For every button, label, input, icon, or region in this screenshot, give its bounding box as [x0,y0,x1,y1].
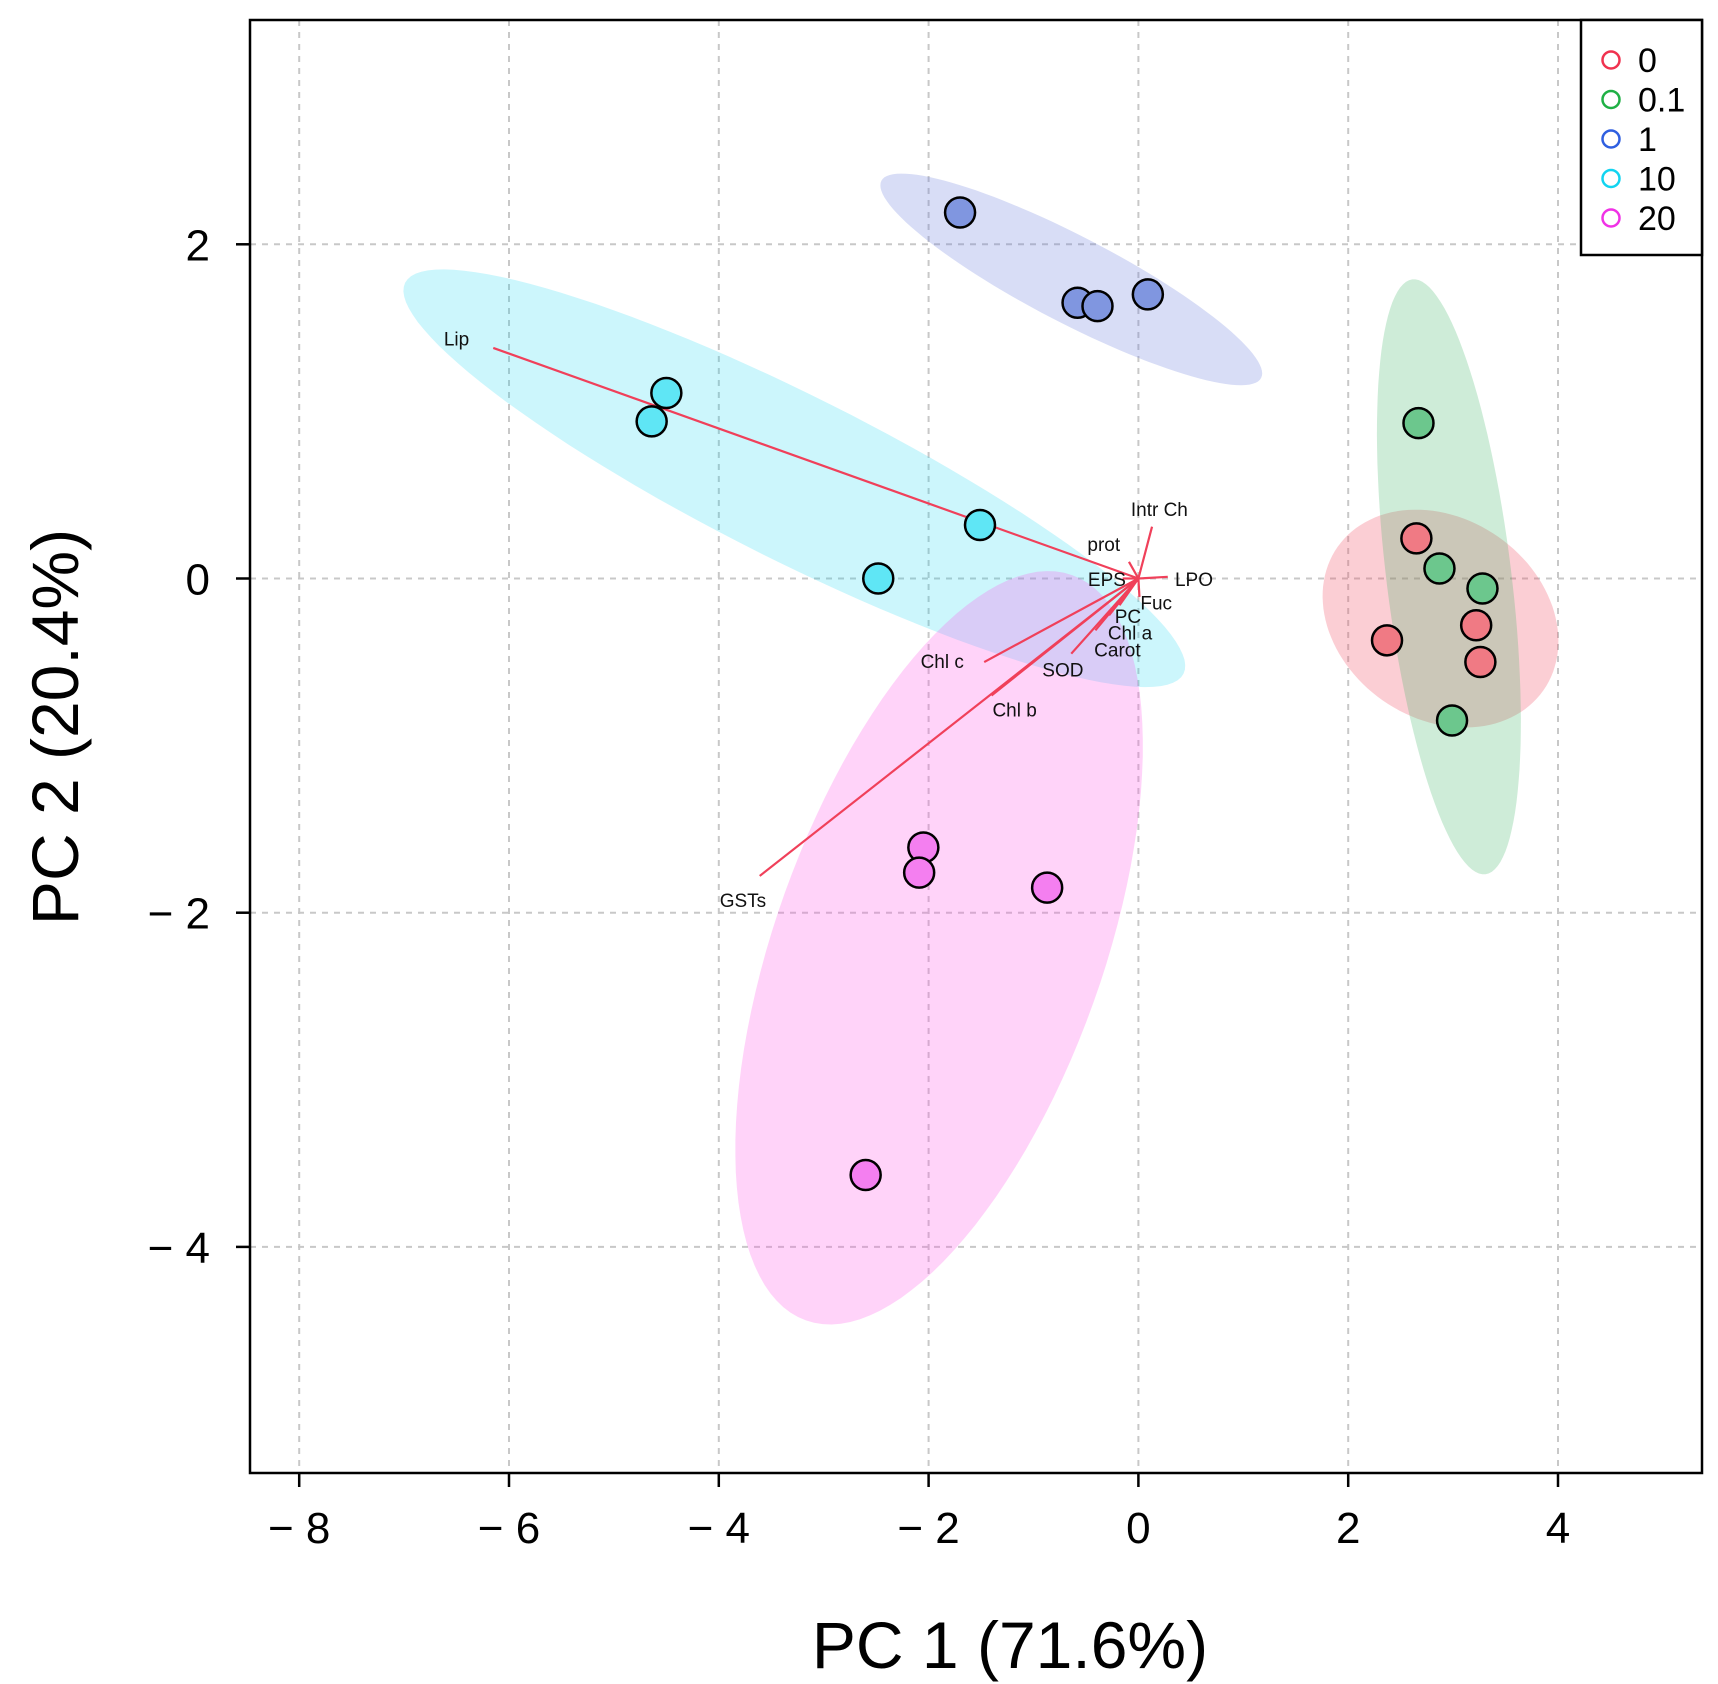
data-point-group-1 [1131,278,1165,311]
loading-arrow-lip [492,346,1139,580]
y-axis-ticks: − 4 − 2 0 2 [148,221,250,1273]
ellipse-group-1 [880,173,1263,386]
loading-label: GSTs [720,891,766,912]
loading-label: SOD [1042,660,1083,681]
data-point-group-0-1 [1423,552,1456,585]
data-point-group-0-1 [1402,406,1435,440]
legend-marker [1601,168,1621,189]
data-point-group-0-1 [1466,572,1499,605]
x-tick-label: 4 [1546,1504,1570,1553]
legend-label: 20 [1638,200,1676,238]
legend-label: 0 [1638,42,1657,80]
loading-label: PC [1115,607,1141,628]
loading-arrow-intr-ch [1137,526,1154,579]
loading-label: Lip [444,330,469,351]
legend-marker [1601,208,1621,228]
y-tick-label: − 2 [148,890,210,939]
y-axis-label: PC 2 (20.4%) [18,529,92,925]
x-tick-label: − 2 [897,1504,959,1553]
data-point-group-10 [861,562,895,595]
data-point-group-1 [1081,289,1114,323]
loading-label: EPS [1088,570,1126,591]
legend-label: 10 [1638,161,1676,199]
data-point-group-0 [1459,609,1493,642]
loading-label: Chl b [992,701,1036,722]
legend-label: 1 [1638,121,1657,159]
ellipse-group-0 [1322,509,1559,728]
y-tick-label: − 4 [148,1224,210,1273]
data-point-group-0 [1370,624,1404,657]
data-point-group-20 [902,856,936,889]
ellipse-group-10 [403,269,1186,688]
legend-label: 0.1 [1638,82,1685,120]
data-point-group-10 [650,376,683,410]
loading-label: Fuc [1140,594,1172,615]
loading-arrow-prot [1128,561,1140,580]
loading-arrow-lpo [1138,575,1168,580]
data-point-group-20 [849,1158,882,1192]
x-tick-label: − 6 [478,1504,540,1553]
loading-label: prot [1087,535,1120,556]
x-axis-ticks: − 8 − 6 − 4 − 2 0 2 4 [268,1473,1570,1553]
legend-box [1579,18,1704,257]
confidence-ellipses [403,173,1559,1325]
x-tick-label: 2 [1336,1504,1360,1553]
legend-marker [1601,89,1621,110]
x-tick-label: − 8 [268,1504,330,1553]
grid-lines [250,20,1702,1473]
data-point-group-0 [1400,522,1433,555]
legend-marker [1601,129,1621,149]
x-tick-label: 0 [1126,1504,1150,1553]
plot-frame [248,18,1704,1475]
loading-label: LPO [1175,570,1213,591]
data-point-group-0-1 [1435,704,1469,737]
y-tick-label: 2 [186,221,210,270]
loading-arrow-fuc [1137,578,1141,597]
legend-marker [1601,50,1621,70]
loading-label: Intr Ch [1131,500,1188,521]
loading-label: Chl c [921,652,964,673]
data-point-group-10 [635,405,668,438]
data-point-group-0 [1464,645,1497,679]
data-point-group-10 [963,508,997,542]
data-points [635,196,1499,1192]
x-tick-label: − 4 [688,1504,750,1553]
loading-arrow-chl-c [983,577,1139,664]
loading-arrow-chl-b [990,577,1140,697]
data-point-group-1 [943,196,977,229]
loading-label: Chl a [1108,624,1153,645]
ellipse-group-20 [735,571,1143,1325]
x-axis-label: PC 1 (71.6%) [812,1608,1208,1682]
data-point-group-20 [1030,871,1064,904]
y-tick-label: 0 [186,556,210,605]
loading-arrow-pc [1118,577,1140,606]
loading-label: Carot [1094,640,1141,661]
